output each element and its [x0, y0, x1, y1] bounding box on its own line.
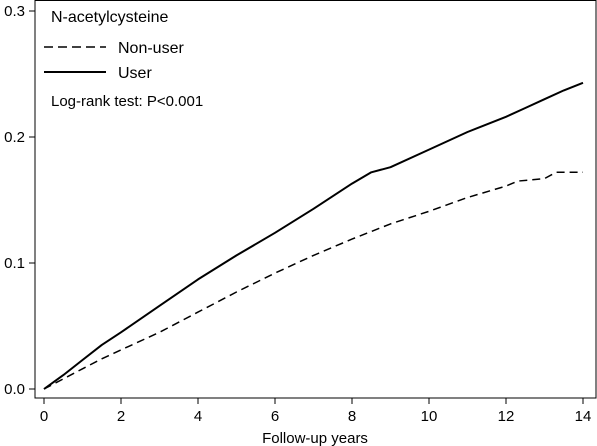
series-layer — [43, 81, 584, 390]
x-tick-label: 4 — [194, 408, 202, 425]
x-tick-label: 10 — [421, 408, 438, 425]
x-axis-title: Follow-up years — [262, 430, 368, 446]
y-tick-label: 0.3 — [4, 3, 25, 20]
annotation-logrank: Log-rank test: P<0.001 — [51, 93, 203, 110]
legend-title: N-acetylcysteine — [51, 9, 168, 26]
y-axis: 0.0 0.1 0.2 0.3 — [4, 3, 35, 398]
legend: N-acetylcysteine Non-user User Log-rank … — [44, 9, 203, 110]
series-line-user — [43, 81, 584, 390]
y-tick-label: 0.2 — [4, 129, 25, 146]
x-tick-label: 0 — [40, 408, 48, 425]
x-tick-label: 12 — [498, 408, 515, 425]
y-tick-label: 0.0 — [4, 381, 25, 398]
x-tick-label: 14 — [575, 408, 592, 425]
x-tick-label: 2 — [117, 408, 125, 425]
series-line-non-user — [43, 171, 583, 390]
legend-label-user: User — [118, 65, 152, 82]
y-tick-label: 0.1 — [4, 255, 25, 272]
plot-frame — [34, 0, 597, 399]
x-tick-label: 6 — [271, 408, 279, 425]
x-tick-label: 8 — [348, 408, 356, 425]
x-axis: 0 2 4 6 8 10 12 14 — [40, 398, 592, 425]
legend-label-non-user: Non-user — [118, 40, 184, 57]
